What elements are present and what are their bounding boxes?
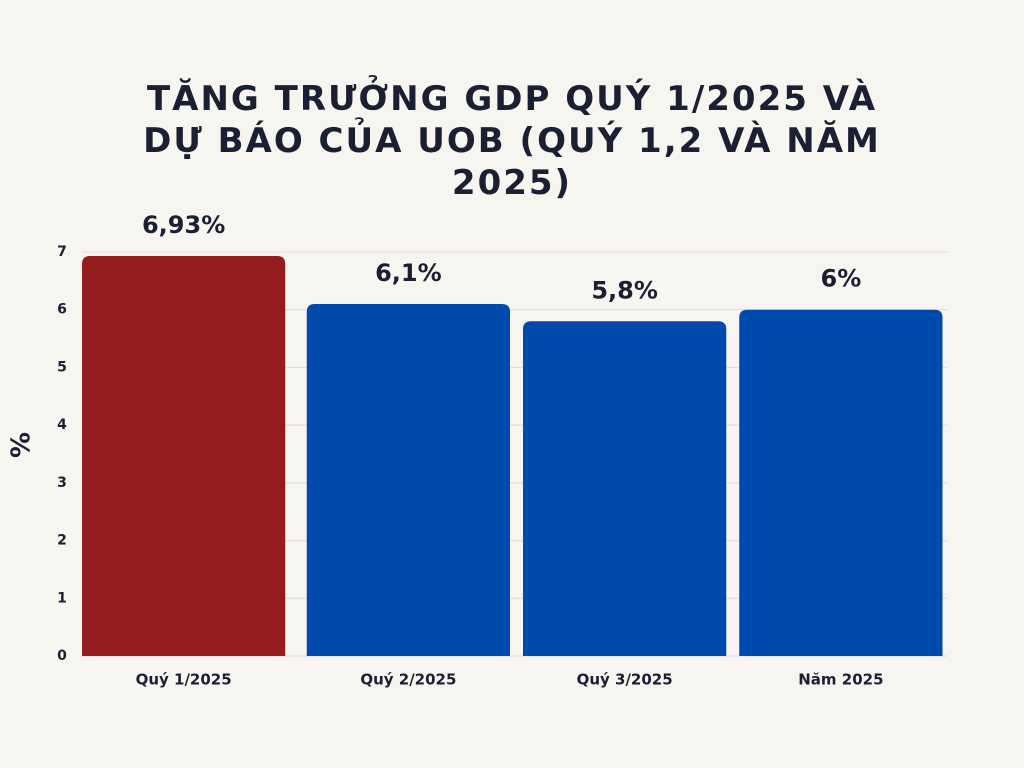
x-tick-label: Quý 1/2025 <box>136 671 232 689</box>
bar <box>523 321 727 656</box>
y-tick-label: 7 <box>57 244 67 260</box>
bar <box>82 256 286 656</box>
x-tick-label: Quý 2/2025 <box>360 671 456 689</box>
x-tick-label: Quý 3/2025 <box>577 671 673 689</box>
chart-title: TĂNG TRƯỞNG GDP QUÝ 1/2025 VÀ DỰ BÁO CỦA… <box>143 79 881 203</box>
y-tick-label: 0 <box>57 648 67 664</box>
value-label: 6,93% <box>142 211 225 239</box>
y-tick-label: 6 <box>57 302 67 318</box>
value-label: 6% <box>821 265 862 293</box>
value-label: 6,1% <box>375 259 442 287</box>
y-tick-label: 3 <box>57 475 67 491</box>
bar <box>739 309 943 656</box>
bar <box>306 303 510 656</box>
y-tick-label: 2 <box>57 533 67 549</box>
y-tick-label: 5 <box>57 359 67 375</box>
y-tick-label: 1 <box>57 590 67 606</box>
y-tick-label: 4 <box>57 417 67 433</box>
x-tick-label: Năm 2025 <box>798 671 883 689</box>
value-label: 5,8% <box>591 276 658 304</box>
y-axis-label: % <box>7 432 37 458</box>
